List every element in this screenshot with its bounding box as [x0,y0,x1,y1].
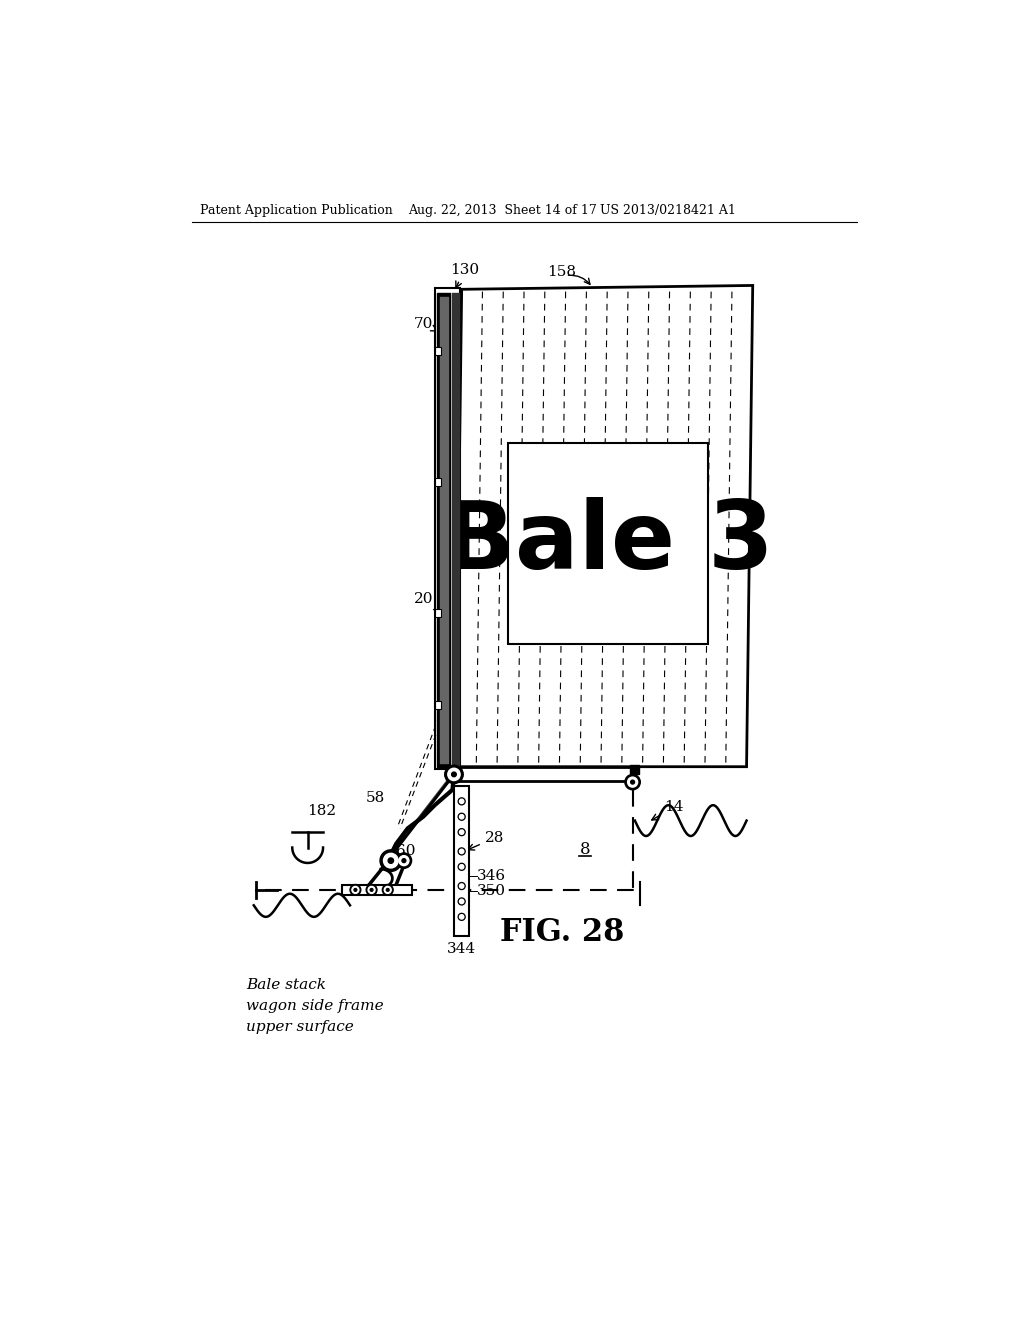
Circle shape [384,853,398,869]
Circle shape [352,887,358,894]
Polygon shape [456,285,753,767]
FancyBboxPatch shape [508,444,708,644]
Bar [435,347,441,355]
Text: 28: 28 [468,832,504,850]
Text: Patent Application Publication: Patent Application Publication [200,205,392,218]
Text: FIG. 28: FIG. 28 [500,917,624,948]
Circle shape [399,855,409,866]
Circle shape [460,849,464,854]
Text: US 2013/0218421 A1: US 2013/0218421 A1 [600,205,736,218]
Circle shape [382,884,393,895]
Circle shape [402,859,406,862]
Circle shape [460,814,464,818]
Text: 8: 8 [580,841,590,858]
Bar [435,478,441,486]
Bar [435,609,441,616]
Circle shape [458,797,465,805]
Text: Bale stack
wagon side frame
upper surface: Bale stack wagon side frame upper surfac… [246,978,384,1034]
Circle shape [388,858,393,863]
Text: 60: 60 [396,845,416,858]
Text: 344: 344 [447,942,476,956]
Circle shape [460,865,464,869]
Circle shape [384,887,391,894]
Circle shape [631,780,635,784]
Text: 182: 182 [307,804,336,818]
Circle shape [386,888,389,891]
Circle shape [460,799,464,804]
Text: 14: 14 [651,800,684,820]
Text: 158: 158 [547,265,577,280]
Circle shape [628,777,638,787]
Text: 130: 130 [451,263,479,288]
Text: 350: 350 [477,884,506,899]
Circle shape [460,884,464,888]
Circle shape [625,775,640,789]
Circle shape [458,829,465,836]
Circle shape [458,863,465,870]
Bar [342,884,412,895]
Circle shape [458,847,465,855]
Text: Bale 3: Bale 3 [442,498,773,590]
Circle shape [350,884,360,895]
FancyBboxPatch shape [435,288,460,770]
Circle shape [458,898,465,906]
Circle shape [452,772,457,776]
Bar [630,766,639,775]
Circle shape [458,913,465,920]
Circle shape [447,768,460,780]
Polygon shape [385,774,454,861]
Circle shape [460,830,464,834]
Circle shape [371,888,373,891]
Circle shape [396,853,412,869]
Circle shape [380,850,401,871]
Circle shape [368,887,375,894]
Circle shape [458,883,465,890]
Circle shape [444,766,463,784]
Text: 20: 20 [414,593,440,610]
Bar [454,785,469,936]
Circle shape [367,884,377,895]
Circle shape [458,813,465,820]
Circle shape [354,888,356,891]
Text: 346: 346 [477,869,506,883]
Polygon shape [386,772,457,861]
Bar [435,701,441,709]
Text: 58: 58 [366,791,385,804]
Circle shape [460,899,464,904]
Text: Aug. 22, 2013  Sheet 14 of 17: Aug. 22, 2013 Sheet 14 of 17 [408,205,597,218]
Circle shape [460,915,464,919]
Text: 70: 70 [414,317,438,331]
